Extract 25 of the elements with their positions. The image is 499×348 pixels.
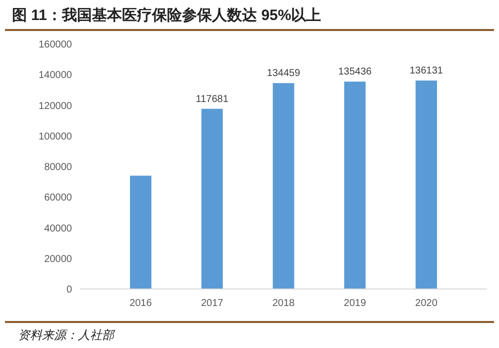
data-label: 117681 (196, 94, 229, 105)
y-tick-label: 20000 (44, 254, 72, 265)
x-tick-label: 2020 (415, 298, 438, 309)
bar (272, 83, 294, 289)
x-tick-label: 2017 (200, 298, 224, 309)
y-tick-label: 100000 (38, 131, 72, 142)
bar (416, 80, 438, 289)
data-label: 134459 (266, 68, 301, 80)
y-tick-label: 160000 (38, 40, 72, 50)
chart-title: 图 11：我国基本医疗保险参保人数达 95%以上 (12, 7, 322, 24)
x-tick-label: 2018 (272, 298, 296, 309)
y-tick-label: 80000 (44, 162, 72, 173)
data-label: 136131 (410, 66, 444, 77)
data-label: 135436 (338, 66, 372, 78)
text: 资料来源：人社部 (18, 328, 116, 342)
y-tick-label: 40000 (44, 223, 72, 234)
bar (201, 108, 223, 289)
y-tick-label: 140000 (38, 70, 72, 82)
y-tick-label: 60000 (44, 192, 72, 204)
bar (130, 176, 152, 289)
y-tick-label: 0 (66, 284, 72, 296)
y-tick-label: 120000 (38, 100, 72, 112)
x-tick-label: 2016 (130, 298, 152, 309)
x-tick-label: 2019 (344, 298, 366, 309)
bar (344, 82, 366, 289)
